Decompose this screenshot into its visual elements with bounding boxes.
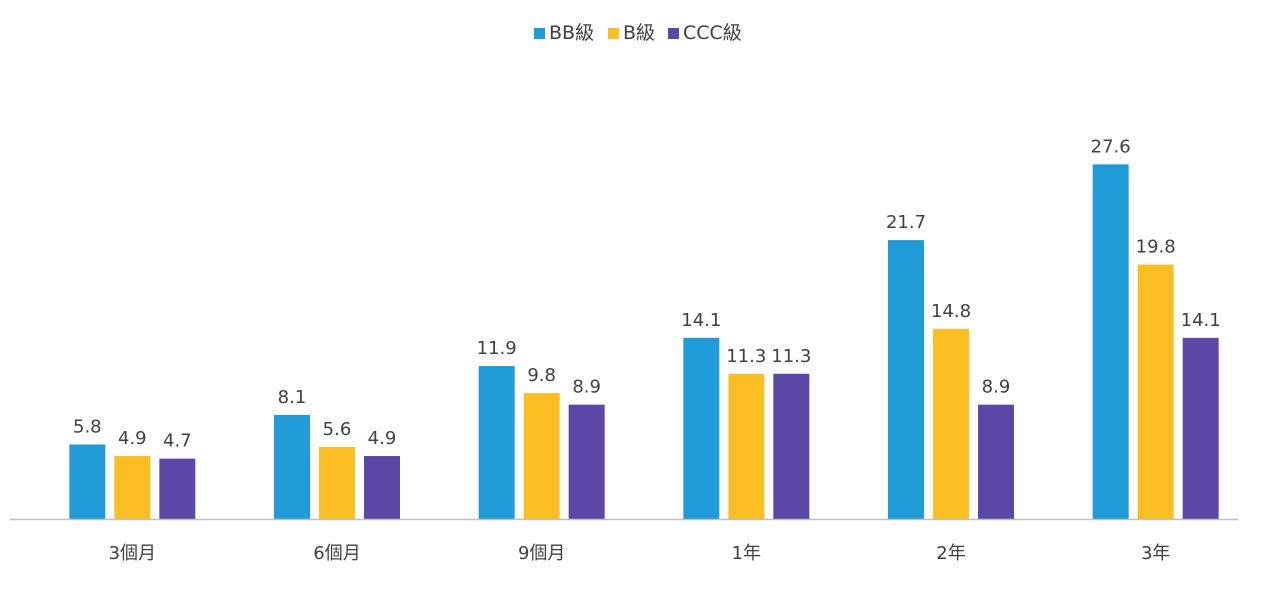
data-label: 14.1 <box>1181 310 1221 331</box>
x-tick-label: 6個月 <box>313 543 360 564</box>
legend-swatch <box>668 28 679 39</box>
data-label: 8.9 <box>572 377 601 398</box>
data-label: 27.6 <box>1091 136 1131 157</box>
data-label: 11.3 <box>726 346 766 367</box>
data-label: 9.8 <box>527 365 556 386</box>
legend-swatch <box>608 28 619 39</box>
bar <box>888 240 924 519</box>
bar <box>364 456 400 519</box>
data-label: 4.9 <box>368 428 397 449</box>
bar <box>933 328 969 519</box>
data-label: 14.1 <box>681 310 721 331</box>
data-label: 8.1 <box>278 387 307 408</box>
bar <box>683 337 720 519</box>
data-label: 19.8 <box>1136 237 1176 258</box>
legend-label: B級 <box>623 22 655 44</box>
data-label: 4.7 <box>163 431 192 452</box>
data-label: 11.9 <box>477 338 517 359</box>
legend-label: CCC級 <box>683 22 742 44</box>
bar <box>478 366 515 519</box>
bar <box>978 404 1014 519</box>
legend-item: B級 <box>608 22 655 44</box>
legend-item: BB級 <box>534 22 594 44</box>
bar <box>1182 337 1219 519</box>
x-tick-label: 2年 <box>936 543 965 564</box>
x-tick-label: 3個月 <box>109 543 156 564</box>
x-tick-label: 9個月 <box>518 543 565 564</box>
x-tick-label: 3年 <box>1141 543 1170 564</box>
bar <box>274 414 310 519</box>
x-tick-label: 1年 <box>732 543 761 564</box>
x-axis: 3個月 6個月 9個月 1年 2年 3年 <box>10 518 1238 564</box>
legend-swatch <box>534 28 545 39</box>
bar <box>1137 264 1174 519</box>
bars-group <box>69 164 1219 519</box>
bar <box>773 373 810 519</box>
data-label: 11.3 <box>771 346 811 367</box>
bar <box>319 447 355 519</box>
legend-label: BB級 <box>549 22 594 44</box>
legend-item: CCC級 <box>668 22 742 44</box>
bar <box>114 456 151 519</box>
bar <box>1092 164 1129 519</box>
value-labels-group: 5.84.9 4.78.15.6 4.911.99.88.914.111.3 11.3… <box>73 136 1221 451</box>
data-label: 5.6 <box>323 419 352 440</box>
data-label: 14.8 <box>931 301 971 322</box>
bar <box>523 393 560 519</box>
data-label: 8.9 <box>982 377 1011 398</box>
bar <box>728 373 765 519</box>
bar <box>69 444 106 519</box>
bar <box>159 458 196 519</box>
bar <box>568 404 605 519</box>
data-label: 5.8 <box>73 416 102 437</box>
data-label: 4.9 <box>118 428 147 449</box>
data-label: 21.7 <box>886 212 926 233</box>
legend: BB級 B級 CCC級 <box>534 22 742 44</box>
